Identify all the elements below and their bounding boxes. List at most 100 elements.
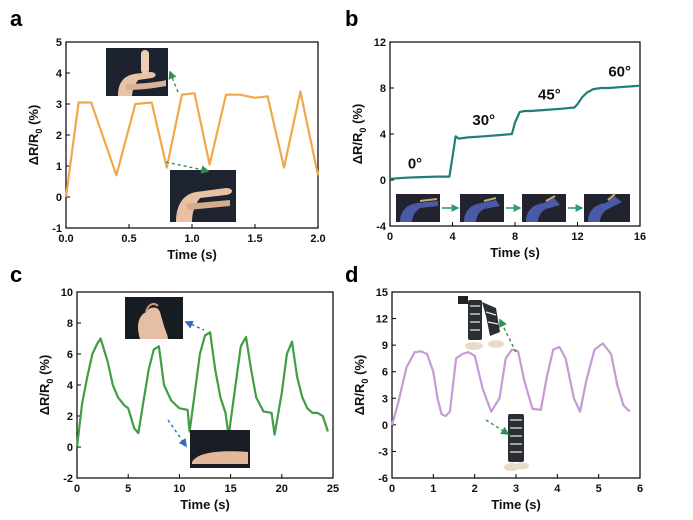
- y-axis-label-main: ΔR/R: [26, 133, 41, 165]
- x-tick-label: 0: [389, 483, 395, 495]
- x-tick-label: 0: [74, 483, 80, 495]
- y-tick-label: 2: [56, 130, 62, 142]
- x-tick-label: 16: [634, 231, 646, 243]
- x-tick-label: 6: [637, 483, 643, 495]
- inset-hand-45deg: [522, 194, 566, 222]
- series-line-wrist-bending: [75, 331, 329, 448]
- x-tick-label: 1.5: [247, 233, 262, 245]
- y-tick-label: -2: [63, 473, 73, 485]
- x-tick-label: 2.0: [310, 233, 325, 245]
- y-axis-label-unit: (%): [26, 105, 41, 129]
- y-axis-label: ΔR/R0 (%): [37, 355, 55, 416]
- arrow-bent-finger: [168, 70, 179, 93]
- y-tick-label: 0: [56, 192, 62, 204]
- arrow-standing-legs: [485, 419, 510, 435]
- y-axis-label-unit: (%): [352, 355, 367, 379]
- y-axis-label: ΔR/R0 (%): [352, 355, 370, 416]
- y-tick-label: 3: [56, 99, 62, 111]
- y-tick-label: 6: [67, 349, 73, 361]
- y-tick-label: -3: [378, 446, 388, 458]
- arrow-flat-wrist: [167, 419, 187, 448]
- panel-label-a: a: [10, 6, 23, 31]
- x-tick-label: 0.0: [58, 233, 73, 245]
- series-line-knee-bending: [390, 342, 631, 426]
- angle-annotation: 30°: [472, 112, 495, 129]
- inset-hand-0deg: [396, 194, 440, 222]
- y-tick-label: 8: [67, 318, 73, 330]
- y-tick-label: -6: [378, 473, 388, 485]
- y-tick-label: 0: [67, 442, 73, 454]
- arrow-walking-legs: [499, 318, 517, 353]
- y-axis-label-main: ΔR/R: [350, 132, 365, 164]
- y-axis-label-subscript: 0: [358, 128, 368, 133]
- x-tick-label: 0: [387, 231, 393, 243]
- y-tick-label: -4: [376, 221, 387, 233]
- y-tick-label: 12: [374, 37, 386, 49]
- angle-annotation: 0°: [408, 156, 422, 173]
- x-tick-label: 5: [596, 483, 602, 495]
- x-axis-label: Time (s): [491, 497, 541, 512]
- y-tick-label: 6: [382, 367, 388, 379]
- y-tick-label: 15: [376, 287, 388, 299]
- series-line-bending-angle-steps: [389, 84, 641, 180]
- x-tick-label: 12: [571, 231, 583, 243]
- x-tick-label: 3: [513, 483, 519, 495]
- x-axis-label: Time (s): [490, 245, 540, 260]
- inset-hand-30deg: [460, 194, 504, 222]
- y-tick-label: 5: [56, 37, 62, 49]
- y-tick-label: 8: [380, 83, 386, 95]
- x-tick-label: 25: [327, 483, 339, 495]
- inset-hand-sequence: [396, 193, 630, 222]
- x-tick-label: 2: [472, 483, 478, 495]
- y-axis-label-unit: (%): [37, 355, 52, 379]
- y-axis-label-subscript: 0: [360, 379, 370, 384]
- x-tick-label: 4: [449, 231, 456, 243]
- panel-label-b: b: [345, 6, 358, 31]
- y-tick-label: 4: [56, 68, 63, 80]
- angle-annotation: 45°: [538, 87, 561, 104]
- inset-photo-bent-wrist: [125, 297, 183, 339]
- x-tick-label: 1.0: [184, 233, 199, 245]
- x-tick-label: 0.5: [121, 233, 136, 245]
- y-tick-label: 0: [380, 175, 386, 187]
- y-axis-label-unit: (%): [350, 104, 365, 128]
- y-axis-label-subscript: 0: [34, 129, 44, 134]
- x-tick-label: 15: [224, 483, 236, 495]
- y-tick-label: 0: [382, 420, 388, 432]
- x-tick-label: 5: [125, 483, 131, 495]
- y-tick-label: 12: [376, 314, 388, 326]
- inset-photo-walking-legs: [458, 296, 504, 350]
- inset-photo-bent-finger: [106, 48, 168, 96]
- y-tick-label: 9: [382, 340, 388, 352]
- angle-annotation: 60°: [608, 64, 631, 81]
- x-tick-label: 20: [276, 483, 288, 495]
- y-tick-label: -1: [52, 223, 62, 235]
- x-tick-label: 1: [430, 483, 436, 495]
- y-tick-label: 3: [382, 393, 388, 405]
- y-tick-label: 1: [56, 161, 62, 173]
- y-axis-label-subscript: 0: [45, 379, 55, 384]
- panel-label-c: c: [10, 262, 22, 287]
- arrow-bent-wrist: [184, 320, 205, 331]
- x-tick-label: 10: [173, 483, 185, 495]
- y-axis-label-main: ΔR/R: [37, 383, 52, 415]
- y-axis-label: ΔR/R0 (%): [350, 104, 368, 165]
- y-tick-label: 10: [61, 287, 73, 299]
- y-tick-label: 4: [67, 380, 74, 392]
- series-line-finger-bending: [64, 90, 320, 198]
- y-tick-label: 2: [67, 411, 73, 423]
- y-axis-label-main: ΔR/R: [352, 383, 367, 415]
- x-tick-label: 4: [554, 483, 561, 495]
- inset-photo-flat-wrist: [190, 430, 250, 468]
- x-tick-label: 8: [512, 231, 518, 243]
- x-axis-label: Time (s): [180, 497, 230, 512]
- y-tick-label: 4: [380, 129, 387, 141]
- arrow-straight-finger: [165, 161, 210, 174]
- x-axis-label: Time (s): [167, 247, 217, 262]
- panel-label-d: d: [345, 262, 358, 287]
